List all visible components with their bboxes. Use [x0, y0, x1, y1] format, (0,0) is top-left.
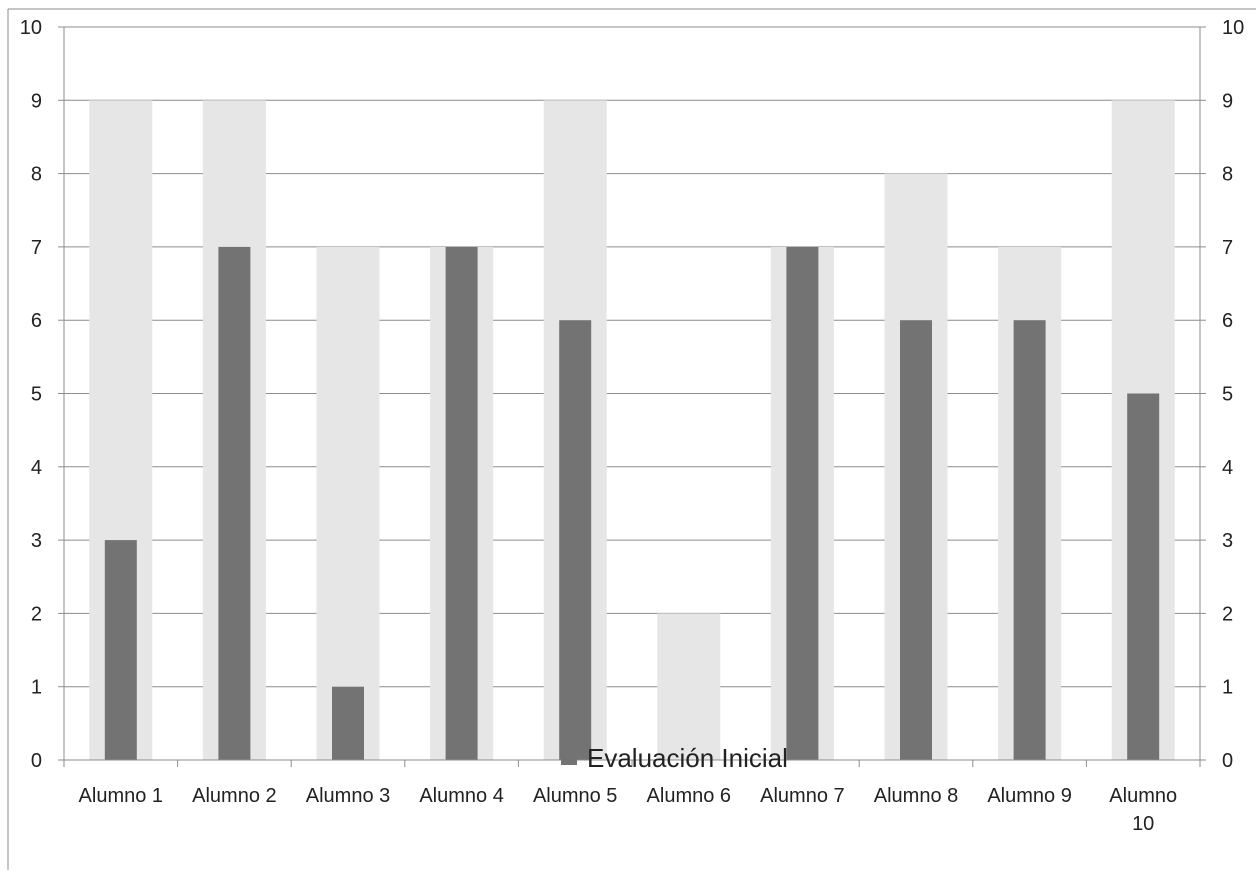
y2tick-label-6: 6 — [1222, 310, 1233, 332]
ytick-label-4: 4 — [31, 457, 42, 479]
ytick-label-7: 7 — [31, 237, 42, 259]
primary-bar-5 — [559, 320, 592, 760]
xtick-label-9: Alumno 9 — [987, 785, 1072, 807]
xtick-label-3: Alumno 3 — [306, 785, 391, 807]
y-axis-tick-labels: 0 1 2 3 4 5 6 7 8 9 10 — [20, 17, 42, 772]
y2tick-label-8: 8 — [1222, 164, 1233, 186]
y2tick-label-0: 0 — [1222, 750, 1233, 772]
primary-bar-3 — [332, 686, 364, 760]
primary-bars — [104, 246, 1160, 760]
xtick-label-2: Alumno 2 — [192, 785, 277, 807]
legend-label-evaluacion-inicial: Evaluación Inicial — [587, 743, 788, 773]
ytick-label-2: 2 — [31, 603, 42, 625]
ytick-label-5: 5 — [31, 384, 42, 406]
secondary-y-axis-tick-labels: 0 1 2 3 4 5 6 7 8 9 10 — [1222, 17, 1244, 772]
y2tick-label-10: 10 — [1222, 17, 1244, 39]
ytick-label-3: 3 — [31, 530, 42, 552]
primary-bar-2 — [218, 246, 251, 760]
y2tick-label-9: 9 — [1222, 90, 1233, 112]
primary-bar-1 — [104, 540, 137, 760]
ytick-label-8: 8 — [31, 164, 42, 186]
secondary-bars — [89, 100, 1175, 761]
y2tick-label-7: 7 — [1222, 237, 1233, 259]
xtick-label-1: Alumno 1 — [79, 785, 164, 807]
primary-bar-4 — [445, 246, 478, 760]
secondary-bar-3 — [316, 246, 380, 760]
xtick-label-5: Alumno 5 — [533, 785, 618, 807]
secondary-bar-6 — [657, 613, 721, 760]
xtick-label-6: Alumno 6 — [647, 785, 732, 807]
ytick-label-1: 1 — [31, 677, 42, 699]
ytick-label-0: 0 — [31, 750, 42, 772]
x-axis-tick-labels: Alumno 1 Alumno 2 Alumno 3 Alumno 4 Alumno 5… — [79, 785, 1178, 835]
ytick-label-6: 6 — [31, 310, 42, 332]
legend-swatch-evaluacion-inicial — [561, 749, 577, 765]
legend: Evaluación Inicial — [561, 743, 788, 773]
xtick-label-8: Alumno 8 — [874, 785, 959, 807]
y2tick-label-2: 2 — [1222, 603, 1233, 625]
ytick-label-10: 10 — [20, 17, 42, 39]
primary-bar-8 — [900, 320, 932, 760]
y2tick-label-1: 1 — [1222, 677, 1233, 699]
primary-bar-10 — [1127, 393, 1160, 760]
y2tick-label-4: 4 — [1222, 457, 1233, 479]
xtick-label-4: Alumno 4 — [419, 785, 504, 807]
primary-bar-7 — [786, 246, 819, 760]
xtick-label-7: Alumno 7 — [760, 785, 845, 807]
y2tick-label-5: 5 — [1222, 384, 1233, 406]
y2tick-label-3: 3 — [1222, 530, 1233, 552]
ytick-label-9: 9 — [31, 90, 42, 112]
primary-bar-9 — [1013, 320, 1046, 760]
axes — [7, 8, 1256, 870]
xtick-label-10: Alumno 10 — [1109, 785, 1177, 835]
